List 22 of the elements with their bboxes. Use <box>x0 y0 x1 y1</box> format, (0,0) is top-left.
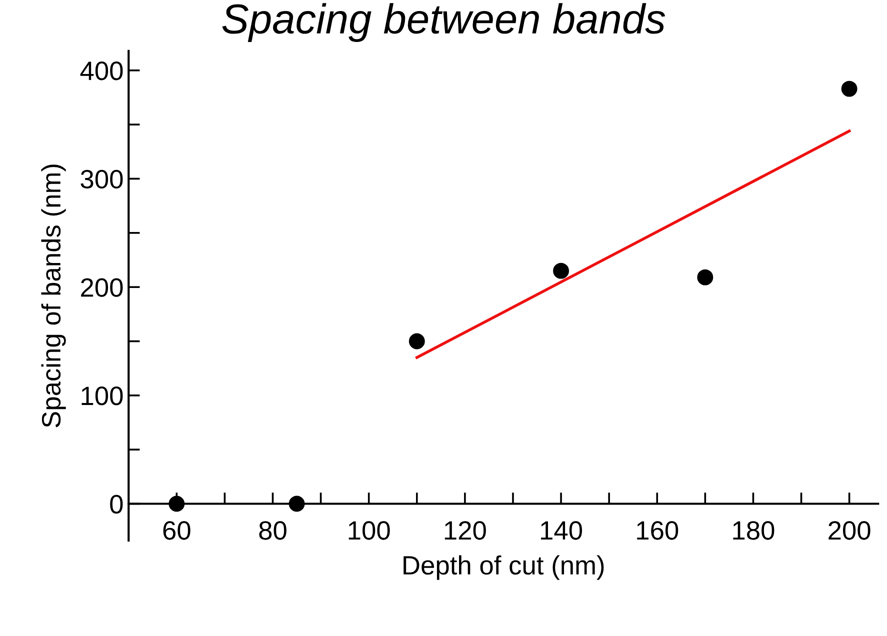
point <box>841 80 858 97</box>
y-tick-label: 200 <box>81 278 123 297</box>
x-tick-label: 120 <box>444 521 486 540</box>
y-tick-label: 100 <box>82 386 123 406</box>
point <box>288 496 305 512</box>
point <box>697 269 714 286</box>
x-tick-label: 200 <box>828 521 870 540</box>
y-tick-label: 0 <box>110 494 123 514</box>
chart-title: Spacing between bands <box>222 3 666 42</box>
x-tick-label: 80 <box>259 521 286 540</box>
point <box>168 496 185 512</box>
y-tick-label: 400 <box>80 62 123 80</box>
y-axis-title: Spacing of bands (nm) <box>41 164 66 428</box>
y-tick-label: 300 <box>80 170 123 189</box>
point <box>408 333 425 350</box>
x-axis-title: Depth of cut (nm) <box>404 555 604 580</box>
point <box>553 262 570 279</box>
x-tick-label: 160 <box>637 521 678 540</box>
x-tick-label: 100 <box>348 521 390 540</box>
x-tick-label: 60 <box>163 521 190 540</box>
x-tick-label: 140 <box>541 521 582 540</box>
x-tick-label: 180 <box>733 521 774 540</box>
